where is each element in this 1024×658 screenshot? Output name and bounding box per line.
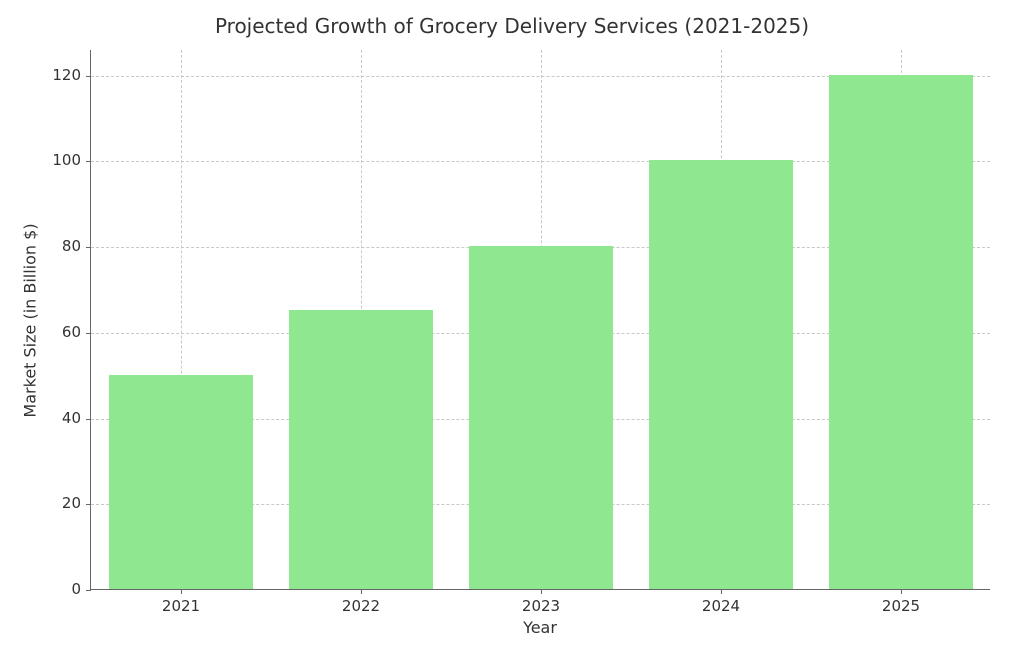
bar	[649, 160, 793, 589]
chart-title: Projected Growth of Grocery Delivery Ser…	[0, 14, 1024, 38]
x-tick-label: 2023	[522, 589, 560, 615]
bar-chart: Projected Growth of Grocery Delivery Ser…	[0, 0, 1024, 658]
y-tick-label: 80	[62, 237, 91, 255]
x-tick-label: 2025	[882, 589, 920, 615]
y-tick-label: 60	[62, 323, 91, 341]
x-tick-label: 2021	[162, 589, 200, 615]
y-tick-label: 0	[71, 580, 91, 598]
y-axis-label: Market Size (in Billion $)	[21, 223, 40, 417]
plot-area: 02040608010012020212022202320242025	[90, 50, 990, 590]
x-tick-label: 2024	[702, 589, 740, 615]
x-tick-label: 2022	[342, 589, 380, 615]
bar	[469, 246, 613, 589]
y-tick-label: 40	[62, 409, 91, 427]
y-tick-label: 120	[52, 66, 91, 84]
bar	[829, 75, 973, 589]
bar	[109, 375, 253, 589]
y-tick-label: 100	[52, 151, 91, 169]
bar	[289, 310, 433, 589]
y-tick-label: 20	[62, 494, 91, 512]
y-axis-label-wrap: Market Size (in Billion $)	[20, 50, 40, 590]
x-axis-label: Year	[90, 618, 990, 637]
